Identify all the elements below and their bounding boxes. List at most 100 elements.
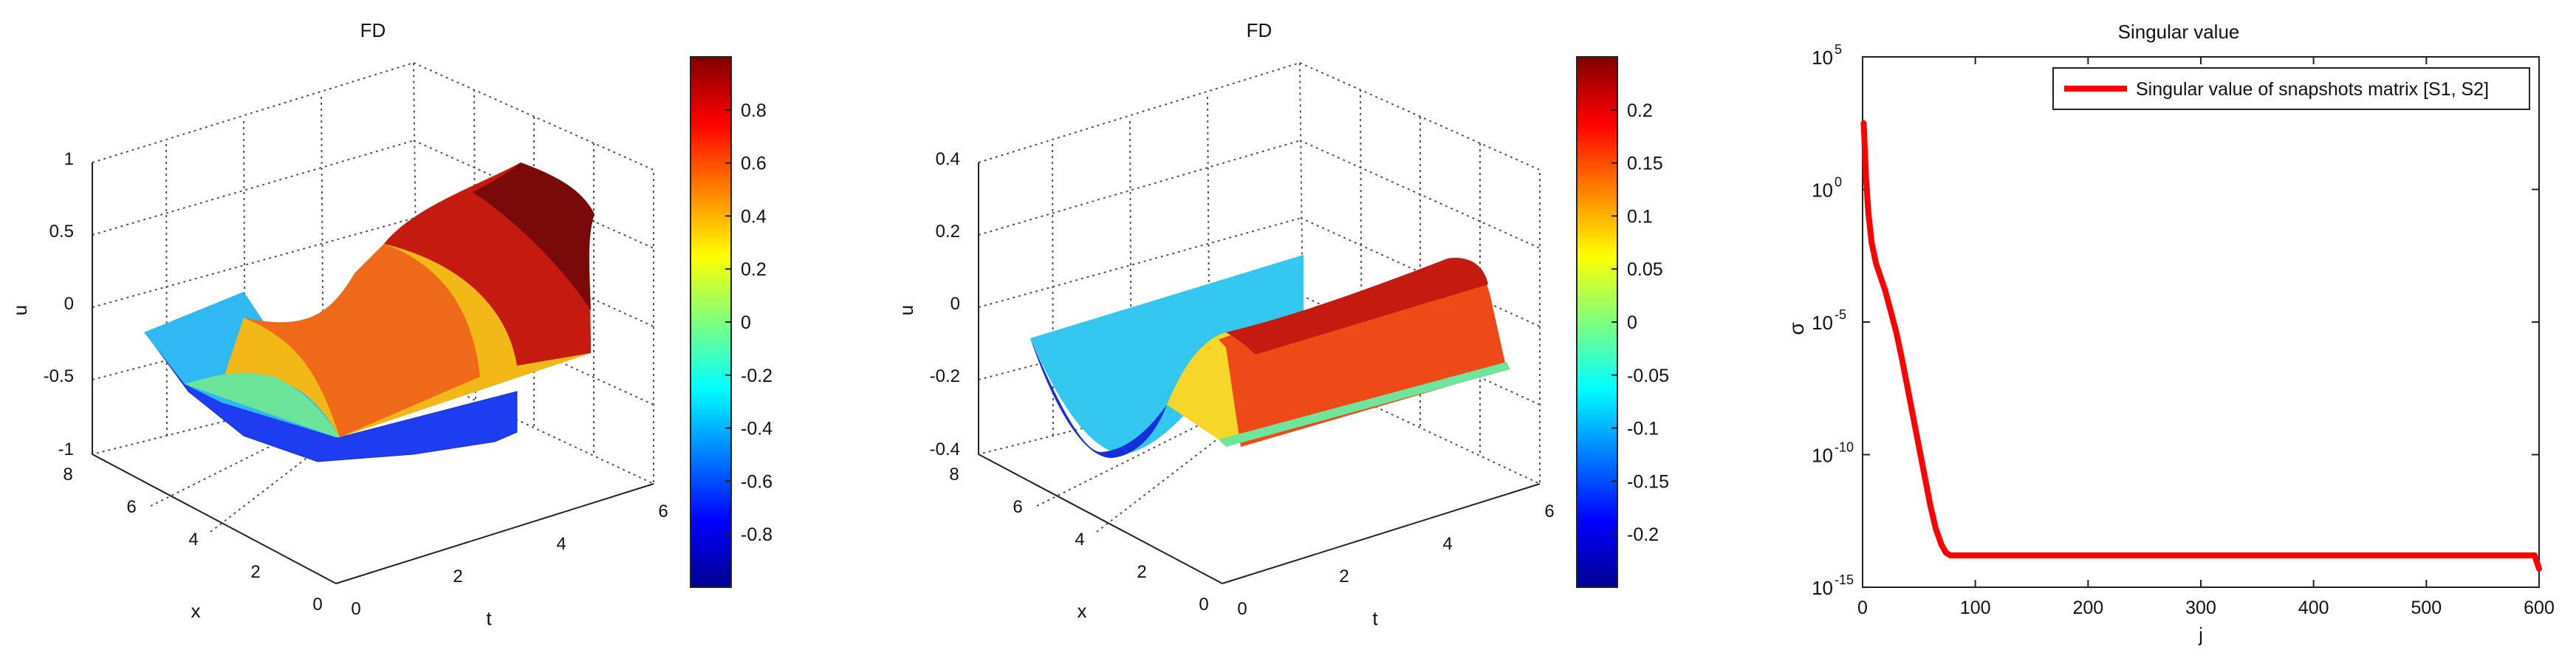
panel-1-title: FD bbox=[360, 19, 386, 41]
colorbar-tick-label: 0.1 bbox=[1627, 206, 1653, 227]
panel-2-t-tick: 0 bbox=[1237, 599, 1247, 619]
colorbar-tick-label: 0.05 bbox=[1627, 259, 1663, 280]
colorbar-tick-label: 0.4 bbox=[741, 206, 767, 227]
colorbar-tick-label: 0 bbox=[741, 312, 751, 333]
panel-1-axes bbox=[92, 163, 654, 584]
x-tick-label: 500 bbox=[2411, 598, 2442, 618]
panel-2-z-tick: -0.2 bbox=[930, 366, 960, 386]
panel-2-t-ticks: 0 2 4 6 bbox=[1237, 502, 1554, 619]
colorbar-tick-label: 0.2 bbox=[741, 259, 767, 280]
colorbar-tick-label: 0.15 bbox=[1627, 154, 1663, 174]
colorbar-tick-label: -0.2 bbox=[741, 366, 773, 386]
y-tick-label-base: 10 bbox=[1812, 312, 1833, 334]
panel-3-legend-label: Singular value of snapshots matrix [S1, … bbox=[2136, 79, 2489, 100]
panel-1-t-tick: 4 bbox=[556, 534, 566, 554]
y-tick-label-base: 10 bbox=[1812, 47, 1833, 69]
x-tick-label: 600 bbox=[2524, 598, 2555, 618]
panel-2-z-tick: -0.4 bbox=[930, 439, 960, 459]
panel-2-surface-wave-rise bbox=[1167, 332, 1248, 443]
panel-2-z-label: u bbox=[895, 305, 917, 315]
colorbar-tick-label: 0.8 bbox=[741, 100, 767, 121]
x-tick-label: 200 bbox=[2072, 598, 2103, 618]
panel-1-z-tick: 0 bbox=[64, 294, 74, 314]
y-tick-label-base: 10 bbox=[1812, 577, 1833, 599]
panel-1-t-tick: 2 bbox=[453, 567, 462, 586]
panel-1-t-ticks: 0 2 4 6 bbox=[351, 502, 668, 619]
panel-1-x-ticks: 8 6 4 2 0 bbox=[63, 465, 322, 615]
panel-2-axes bbox=[978, 163, 1541, 584]
panel-2-surface-left-sheet bbox=[1030, 255, 1304, 454]
panel-2-surface-plot: FD 0.4 0.2 0 -0.2 -0.4 bbox=[895, 19, 1555, 629]
panel-2-surface-front-edge bbox=[1219, 362, 1510, 447]
panel-1-t-tick: 6 bbox=[658, 502, 668, 521]
colorbar-tick-label: 0.6 bbox=[741, 154, 767, 174]
panel-1-z-tick: -1 bbox=[58, 439, 74, 459]
colorbar-tick-label: -0.8 bbox=[741, 524, 773, 545]
panel-2-x-ticks: 8 6 4 2 0 bbox=[949, 465, 1208, 615]
panel-1-z-tick: 1 bbox=[64, 149, 74, 169]
panel-2-z-ticks: 0.4 0.2 0 -0.2 -0.4 bbox=[930, 149, 960, 459]
panel-1-colorbar-ticks: 0.8 0.6 0.4 0.2 0 -0.2 -0.4 -0.6 -0.8 bbox=[725, 100, 773, 545]
panel-3-line-plot: Singular value 0 100 200 300 400 500 600 10 510… bbox=[1785, 21, 2555, 646]
panel-2-colorbar-bar bbox=[1576, 56, 1618, 588]
panel-1-x-tick: 4 bbox=[188, 530, 198, 550]
y-tick-label-exponent: -10 bbox=[1835, 440, 1854, 455]
panel-2-z-tick: 0.4 bbox=[936, 149, 960, 169]
panel-1-x-tick: 8 bbox=[63, 465, 72, 485]
x-tick-label: 0 bbox=[1857, 598, 1868, 618]
panel-2-colorbar: 0.2 0.15 0.1 0.05 0 -0.05 -0.1 -0.15 -0.2 bbox=[1576, 56, 1669, 588]
y-tick-label-base: 10 bbox=[1812, 179, 1833, 202]
panel-1-surface bbox=[144, 163, 595, 462]
colorbar-tick-label: -0.15 bbox=[1627, 471, 1669, 492]
colorbar-tick-label: -0.6 bbox=[741, 471, 773, 492]
panel-1-t-tick: 0 bbox=[351, 599, 360, 619]
panel-2-colorbar-ticks: 0.2 0.15 0.1 0.05 0 -0.05 -0.1 -0.15 -0.2 bbox=[1611, 100, 1669, 545]
panel-1-z-ticks: 1 0.5 0 -0.5 -1 bbox=[44, 149, 74, 459]
panel-1-surface-plot: FD 1 0.5 0 -0.5 bbox=[9, 19, 668, 629]
x-tick-label: 100 bbox=[1960, 598, 1991, 618]
panel-3-legend-box bbox=[2052, 67, 2530, 110]
panel-3-legend: Singular value of snapshots matrix [S1, … bbox=[2052, 67, 2530, 110]
panel-1-t-label: t bbox=[486, 607, 492, 629]
panel-1-z-tick: 0.5 bbox=[49, 222, 74, 242]
colorbar-tick-label: -0.05 bbox=[1627, 366, 1669, 386]
panel-2-x-label: x bbox=[1078, 600, 1087, 622]
panel-1-x-label: x bbox=[191, 600, 201, 622]
panel-1-x-tick: 6 bbox=[126, 497, 136, 517]
colorbar-tick-label: -0.2 bbox=[1627, 524, 1659, 545]
panel-2-t-tick: 6 bbox=[1544, 502, 1554, 521]
panel-1-z-tick: -0.5 bbox=[44, 366, 74, 386]
panel-2-x-tick: 6 bbox=[1013, 497, 1022, 517]
panel-1-surface-peak bbox=[473, 163, 595, 310]
panel-2-surface-crest bbox=[1226, 258, 1488, 355]
panel-2-t-tick: 2 bbox=[1339, 567, 1349, 586]
y-tick-label-exponent: -5 bbox=[1835, 307, 1846, 322]
colorbar-tick-label: -0.1 bbox=[1627, 419, 1659, 439]
y-tick-label-exponent: -15 bbox=[1835, 572, 1854, 587]
panel-2-x-tick: 8 bbox=[949, 465, 959, 485]
panel-2-x-tick: 2 bbox=[1137, 562, 1146, 582]
x-tick-label: 300 bbox=[2185, 598, 2216, 618]
panel-2-surface-trough bbox=[1030, 338, 1167, 458]
colorbar-tick-label: 0.2 bbox=[1627, 100, 1653, 121]
panel-1-colorbar: 0.8 0.6 0.4 0.2 0 -0.2 -0.4 -0.6 -0.8 bbox=[690, 56, 773, 588]
panel-2-surface-right-sheet bbox=[1219, 258, 1507, 447]
y-tick-label-exponent: 5 bbox=[1835, 42, 1842, 57]
panel-2-z-tick: 0.2 bbox=[936, 222, 960, 242]
panel-2-surface bbox=[1030, 255, 1510, 458]
panel-2-z-tick: 0 bbox=[950, 294, 960, 314]
x-tick-label: 400 bbox=[2298, 598, 2329, 618]
panel-2-t-label: t bbox=[1372, 607, 1378, 629]
panel-2-t-tick: 4 bbox=[1442, 534, 1452, 554]
panel-3-x-ticks: 0 100 200 300 400 500 600 bbox=[1857, 57, 2555, 618]
panel-1-x-tick: 2 bbox=[250, 562, 260, 582]
panel-1-surface-low bbox=[185, 372, 340, 437]
y-tick-label-base: 10 bbox=[1812, 445, 1833, 467]
colorbar-tick-label: -0.4 bbox=[741, 419, 773, 439]
panel-3-series-line bbox=[1860, 120, 2542, 572]
panel-3-y-label: σ bbox=[1785, 322, 1808, 335]
panel-2-x-tick: 0 bbox=[1199, 595, 1208, 615]
panel-1-surface-front bbox=[147, 335, 518, 462]
